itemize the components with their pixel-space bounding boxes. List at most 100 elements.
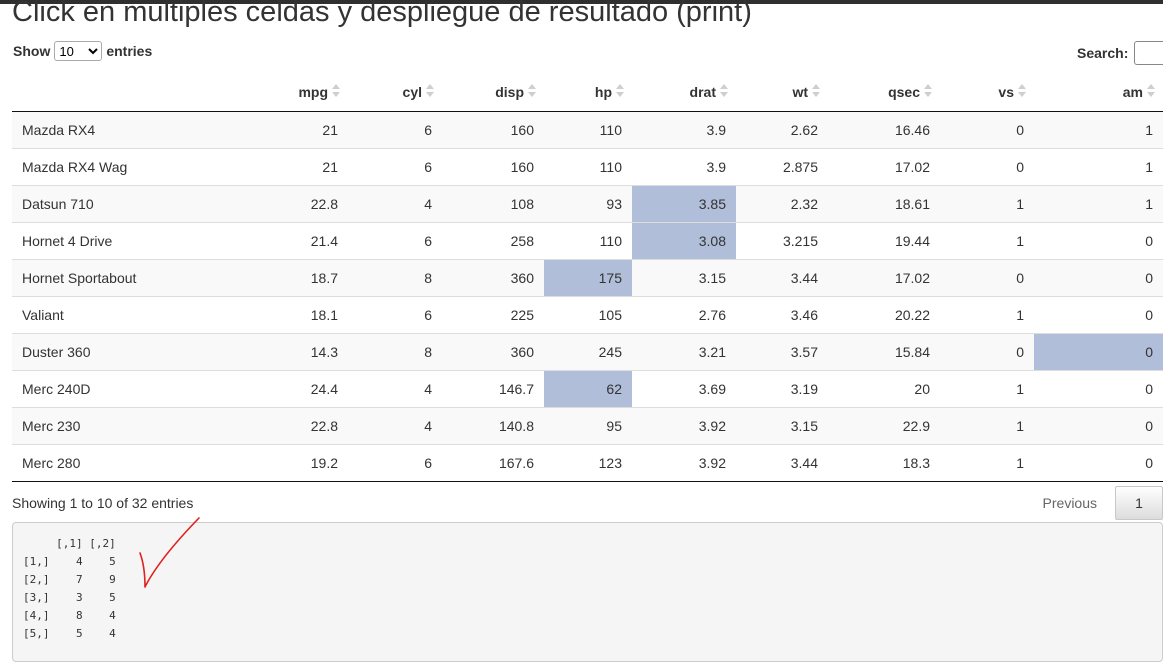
cell-cyl[interactable]: 4 <box>348 406 442 444</box>
cell-vs[interactable]: 0 <box>940 332 1034 370</box>
cell-disp[interactable]: 225 <box>442 295 544 333</box>
sort-icon[interactable] <box>720 84 728 98</box>
cell-disp[interactable]: 160 <box>442 147 544 185</box>
cell-am[interactable]: 1 <box>1034 111 1163 148</box>
cell-wt[interactable]: 2.62 <box>736 111 828 148</box>
cell-drat[interactable]: 3.15 <box>632 258 736 296</box>
cell-drat[interactable]: 3.92 <box>632 406 736 444</box>
page-1-button[interactable]: 1 <box>1115 486 1163 520</box>
cell-mpg[interactable]: 22.8 <box>232 406 348 444</box>
cell-wt[interactable]: 3.57 <box>736 332 828 370</box>
row-name-cell[interactable]: Merc 230 <box>12 406 232 444</box>
cell-qsec[interactable]: 17.02 <box>828 147 940 185</box>
cell-cyl[interactable]: 6 <box>348 111 442 148</box>
cell-mpg[interactable]: 21 <box>232 111 348 148</box>
cell-mpg[interactable]: 21.4 <box>232 221 348 259</box>
cell-disp[interactable]: 146.7 <box>442 369 544 407</box>
cell-cyl[interactable]: 4 <box>348 369 442 407</box>
cell-qsec[interactable]: 18.61 <box>828 184 940 222</box>
cell-cyl[interactable]: 6 <box>348 295 442 333</box>
sort-icon[interactable] <box>812 84 820 98</box>
table-row[interactable]: Datsun 710 22.8 4 108 93 3.85 2.32 18.61 1 1 <box>12 184 1163 222</box>
cell-drat[interactable]: 3.85 <box>632 184 736 222</box>
search-input[interactable] <box>1134 41 1163 65</box>
cell-vs[interactable]: 1 <box>940 295 1034 333</box>
cell-am[interactable]: 0 <box>1034 443 1163 482</box>
cell-am[interactable]: 0 <box>1034 406 1163 444</box>
row-name-cell[interactable]: Merc 240D <box>12 369 232 407</box>
cell-qsec[interactable]: 22.9 <box>828 406 940 444</box>
cell-am[interactable]: 1 <box>1034 147 1163 185</box>
cell-mpg[interactable]: 22.8 <box>232 184 348 222</box>
header-disp[interactable]: disp <box>442 73 544 112</box>
cell-vs[interactable]: 1 <box>940 406 1034 444</box>
cell-qsec[interactable]: 19.44 <box>828 221 940 259</box>
cell-am[interactable]: 0 <box>1034 221 1163 259</box>
row-name-cell[interactable]: Mazda RX4 <box>12 111 232 148</box>
header-cyl[interactable]: cyl <box>348 73 442 112</box>
cell-wt[interactable]: 3.215 <box>736 221 828 259</box>
cell-drat[interactable]: 3.69 <box>632 369 736 407</box>
sort-icon[interactable] <box>528 84 536 98</box>
cell-disp[interactable]: 360 <box>442 258 544 296</box>
cell-disp[interactable]: 360 <box>442 332 544 370</box>
sort-icon[interactable] <box>332 84 340 98</box>
row-name-cell[interactable]: Hornet 4 Drive <box>12 221 232 259</box>
cell-hp[interactable]: 93 <box>544 184 632 222</box>
cell-qsec[interactable]: 15.84 <box>828 332 940 370</box>
table-row[interactable]: Merc 230 22.8 4 140.8 95 3.92 3.15 22.9 1 0 <box>12 406 1163 444</box>
cell-disp[interactable]: 258 <box>442 221 544 259</box>
cell-qsec[interactable]: 18.3 <box>828 443 940 482</box>
cell-cyl[interactable]: 6 <box>348 221 442 259</box>
cell-vs[interactable]: 1 <box>940 184 1034 222</box>
header-hp[interactable]: hp <box>544 73 632 112</box>
cell-wt[interactable]: 3.44 <box>736 443 828 482</box>
cell-hp[interactable]: 110 <box>544 147 632 185</box>
table-row[interactable]: Merc 280 19.2 6 167.6 123 3.92 3.44 18.3 1 0 <box>12 443 1163 482</box>
entries-per-page-select[interactable]: 10 <box>54 41 103 61</box>
cell-vs[interactable]: 1 <box>940 369 1034 407</box>
cell-mpg[interactable]: 18.7 <box>232 258 348 296</box>
cell-drat[interactable]: 3.92 <box>632 443 736 482</box>
cell-wt[interactable]: 2.32 <box>736 184 828 222</box>
header-mpg[interactable]: mpg <box>232 73 348 112</box>
table-row[interactable]: Valiant 18.1 6 225 105 2.76 3.46 20.22 1 0 <box>12 295 1163 333</box>
cell-am[interactable]: 0 <box>1034 258 1163 296</box>
cell-wt[interactable]: 3.19 <box>736 369 828 407</box>
cell-cyl[interactable]: 4 <box>348 184 442 222</box>
cell-hp[interactable]: 95 <box>544 406 632 444</box>
row-name-cell[interactable]: Hornet Sportabout <box>12 258 232 296</box>
table-row[interactable]: Hornet 4 Drive 21.4 6 258 110 3.08 3.215 19.44 1… <box>12 221 1163 259</box>
cell-am[interactable]: 1 <box>1034 184 1163 222</box>
cell-mpg[interactable]: 14.3 <box>232 332 348 370</box>
cell-wt[interactable]: 3.46 <box>736 295 828 333</box>
cell-hp[interactable]: 62 <box>544 369 632 407</box>
cell-cyl[interactable]: 8 <box>348 332 442 370</box>
cell-disp[interactable]: 140.8 <box>442 406 544 444</box>
previous-page-button[interactable]: Previous <box>1042 495 1097 511</box>
cell-qsec[interactable]: 20 <box>828 369 940 407</box>
sort-icon[interactable] <box>924 84 932 98</box>
row-name-cell[interactable]: Datsun 710 <box>12 184 232 222</box>
cell-hp[interactable]: 110 <box>544 111 632 148</box>
row-name-cell[interactable]: Mazda RX4 Wag <box>12 147 232 185</box>
table-row[interactable]: Merc 240D 24.4 4 146.7 62 3.69 3.19 20 1 0 <box>12 369 1163 407</box>
cell-drat[interactable]: 2.76 <box>632 295 736 333</box>
cell-wt[interactable]: 2.875 <box>736 147 828 185</box>
cell-mpg[interactable]: 19.2 <box>232 443 348 482</box>
cell-wt[interactable]: 3.15 <box>736 406 828 444</box>
cell-vs[interactable]: 0 <box>940 147 1034 185</box>
row-name-cell[interactable]: Valiant <box>12 295 232 333</box>
row-name-cell[interactable]: Duster 360 <box>12 332 232 370</box>
sort-icon[interactable] <box>616 84 624 98</box>
cell-mpg[interactable]: 18.1 <box>232 295 348 333</box>
cell-disp[interactable]: 160 <box>442 111 544 148</box>
cell-hp[interactable]: 105 <box>544 295 632 333</box>
header-rownames[interactable] <box>12 73 232 112</box>
cell-cyl[interactable]: 8 <box>348 258 442 296</box>
cell-cyl[interactable]: 6 <box>348 443 442 482</box>
header-vs[interactable]: vs <box>940 73 1034 112</box>
cell-am[interactable]: 0 <box>1034 332 1163 370</box>
sort-icon[interactable] <box>426 84 434 98</box>
cell-vs[interactable]: 1 <box>940 443 1034 482</box>
